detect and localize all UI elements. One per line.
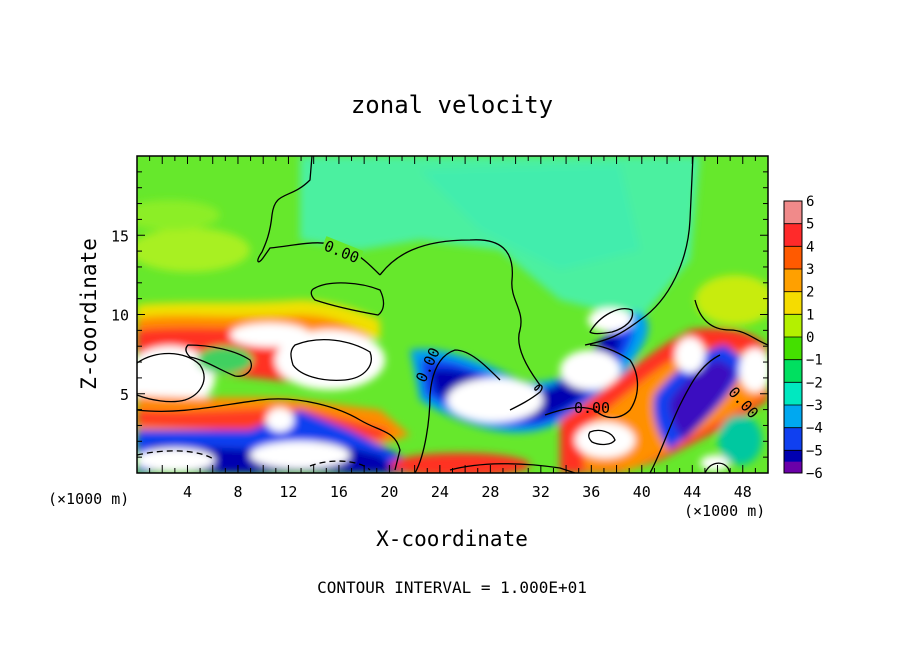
x-tick-label: 32	[532, 483, 550, 501]
colorbar-swatch	[784, 314, 802, 337]
colorbar-swatch	[784, 427, 802, 451]
y-axis-label: Z-coordinate	[77, 238, 101, 390]
x-axis-label: X-coordinate	[376, 527, 528, 551]
contour-interval-footnote: CONTOUR INTERVAL = 1.000E+01	[317, 578, 587, 597]
x-tick-label: 8	[233, 483, 242, 501]
y-tick-label: 5	[120, 386, 129, 404]
x-tick-label: 44	[683, 483, 701, 501]
contour-line	[414, 349, 501, 473]
contour-line	[584, 156, 694, 346]
colorbar-swatch	[784, 201, 802, 224]
contour-line	[137, 450, 216, 461]
contour-line	[589, 308, 634, 335]
colorbar-label: −6	[806, 466, 823, 482]
x-tick-label: 4	[183, 483, 192, 501]
contour-line	[290, 339, 372, 381]
contour-line	[137, 352, 205, 403]
colorbar-label: −2	[806, 375, 823, 391]
x-axis: 4 8 12 16 20 24 28 32 36 40 44 48	[149, 156, 756, 501]
y-tick-label: 15	[111, 227, 129, 245]
y-axis: 5 10 15	[111, 171, 768, 458]
contour-line	[309, 460, 371, 471]
colorbar-swatch	[784, 291, 802, 315]
contour-line	[649, 354, 721, 473]
colorbar-label: 4	[806, 239, 814, 255]
contour-line	[449, 463, 576, 473]
colorbar-label: 1	[806, 307, 814, 323]
x-tick-label: 20	[380, 483, 398, 501]
colorbar-label: 5	[806, 217, 814, 233]
heatmap-field	[137, 156, 768, 473]
contour-line	[509, 384, 543, 411]
colorbar-label: 0	[806, 330, 814, 346]
x-tick-label: 28	[481, 483, 499, 501]
contour-line	[310, 282, 385, 316]
x-tick-label: 24	[431, 483, 449, 501]
colorbar-label: −3	[806, 398, 823, 414]
colorbar-swatch	[784, 461, 802, 473]
colorbar-label: 2	[806, 285, 814, 301]
chart-title: zonal velocity	[351, 91, 553, 119]
colorbar-swatch	[784, 269, 802, 292]
contour-line	[694, 299, 768, 346]
contour-line	[185, 344, 252, 377]
contour-line	[704, 462, 731, 473]
contour-line	[379, 239, 541, 386]
x-tick-label: 36	[582, 483, 600, 501]
colorbar-swatch	[784, 382, 802, 405]
contour-label-bg	[320, 236, 364, 266]
x-unit-right: (×1000 m)	[684, 502, 765, 520]
colorbar-swatch	[784, 246, 802, 269]
colorbar-label: −5	[806, 443, 823, 459]
colorbar-label: −4	[806, 421, 823, 437]
colorbar-swatch	[784, 405, 802, 428]
contour-label: 0.00	[574, 399, 610, 417]
colorbar-swatch	[784, 359, 802, 383]
contour-line	[544, 344, 639, 419]
contour-line	[137, 398, 401, 471]
y-tick-label: 10	[111, 307, 129, 325]
x-tick-label: 12	[279, 483, 297, 501]
x-tick-label: 40	[633, 483, 651, 501]
colorbar-label: 6	[806, 194, 814, 210]
colorbar-label: 3	[806, 262, 814, 278]
colorbar: 6 5 4 3 2 1 0 −1 −2 −3 −4 −5 −6	[783, 194, 823, 482]
contour-lines	[137, 156, 768, 473]
x-tick-label: 16	[330, 483, 348, 501]
x-tick-label: 48	[734, 483, 752, 501]
x-unit-left: (×1000 m)	[48, 490, 129, 508]
contour-line	[588, 429, 616, 446]
colorbar-swatch	[784, 337, 802, 360]
colorbar-swatch	[784, 223, 802, 247]
colorbar-label: −1	[806, 353, 823, 369]
